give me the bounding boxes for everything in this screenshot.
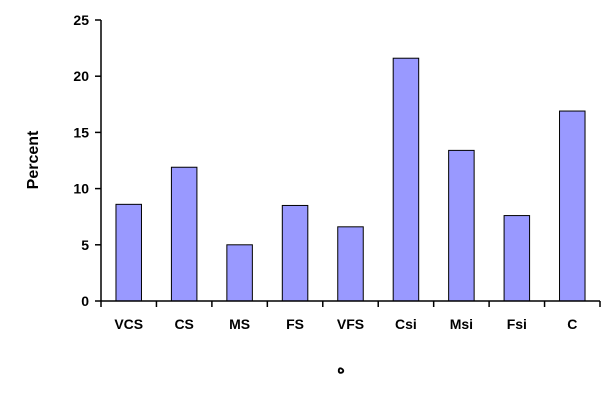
bar-cs <box>170 166 198 302</box>
bar-fs <box>281 204 309 302</box>
x-tick-label: Msi <box>450 316 473 332</box>
y-tick-label: 5 <box>81 237 89 253</box>
x-tick-label: Csi <box>395 316 417 332</box>
y-tick-label: 15 <box>73 124 89 140</box>
y-tick-label: 25 <box>73 12 89 28</box>
x-axis-label: ه <box>337 360 345 377</box>
y-tick-label: 20 <box>73 68 89 84</box>
bars-group <box>115 57 586 302</box>
bar-vcs <box>115 203 142 302</box>
x-tick-label: C <box>567 316 577 332</box>
x-tick-label: MS <box>229 316 250 332</box>
bar-fsi <box>503 215 531 302</box>
y-tick-label: 0 <box>81 293 89 309</box>
axes-group <box>100 20 600 302</box>
x-tick-label: VCS <box>114 316 143 332</box>
x-tick-label: FS <box>286 316 304 332</box>
x-tick-label: CS <box>174 316 193 332</box>
bar-ms <box>226 244 253 302</box>
bar-msi <box>448 149 475 302</box>
bar-c <box>559 110 586 302</box>
y-ticks-group: 0 5 10 15 20 25 <box>73 12 101 309</box>
y-tick-label: 10 <box>73 181 89 197</box>
bar-vfs <box>337 226 364 302</box>
x-tick-label: Fsi <box>507 316 527 332</box>
y-axis-label: Percent <box>25 130 42 189</box>
x-ticks-group: VCS CS MS FS VFS Csi Msi Fsi C <box>100 301 601 332</box>
bar-csi <box>392 57 420 302</box>
x-tick-label: VFS <box>337 316 364 332</box>
